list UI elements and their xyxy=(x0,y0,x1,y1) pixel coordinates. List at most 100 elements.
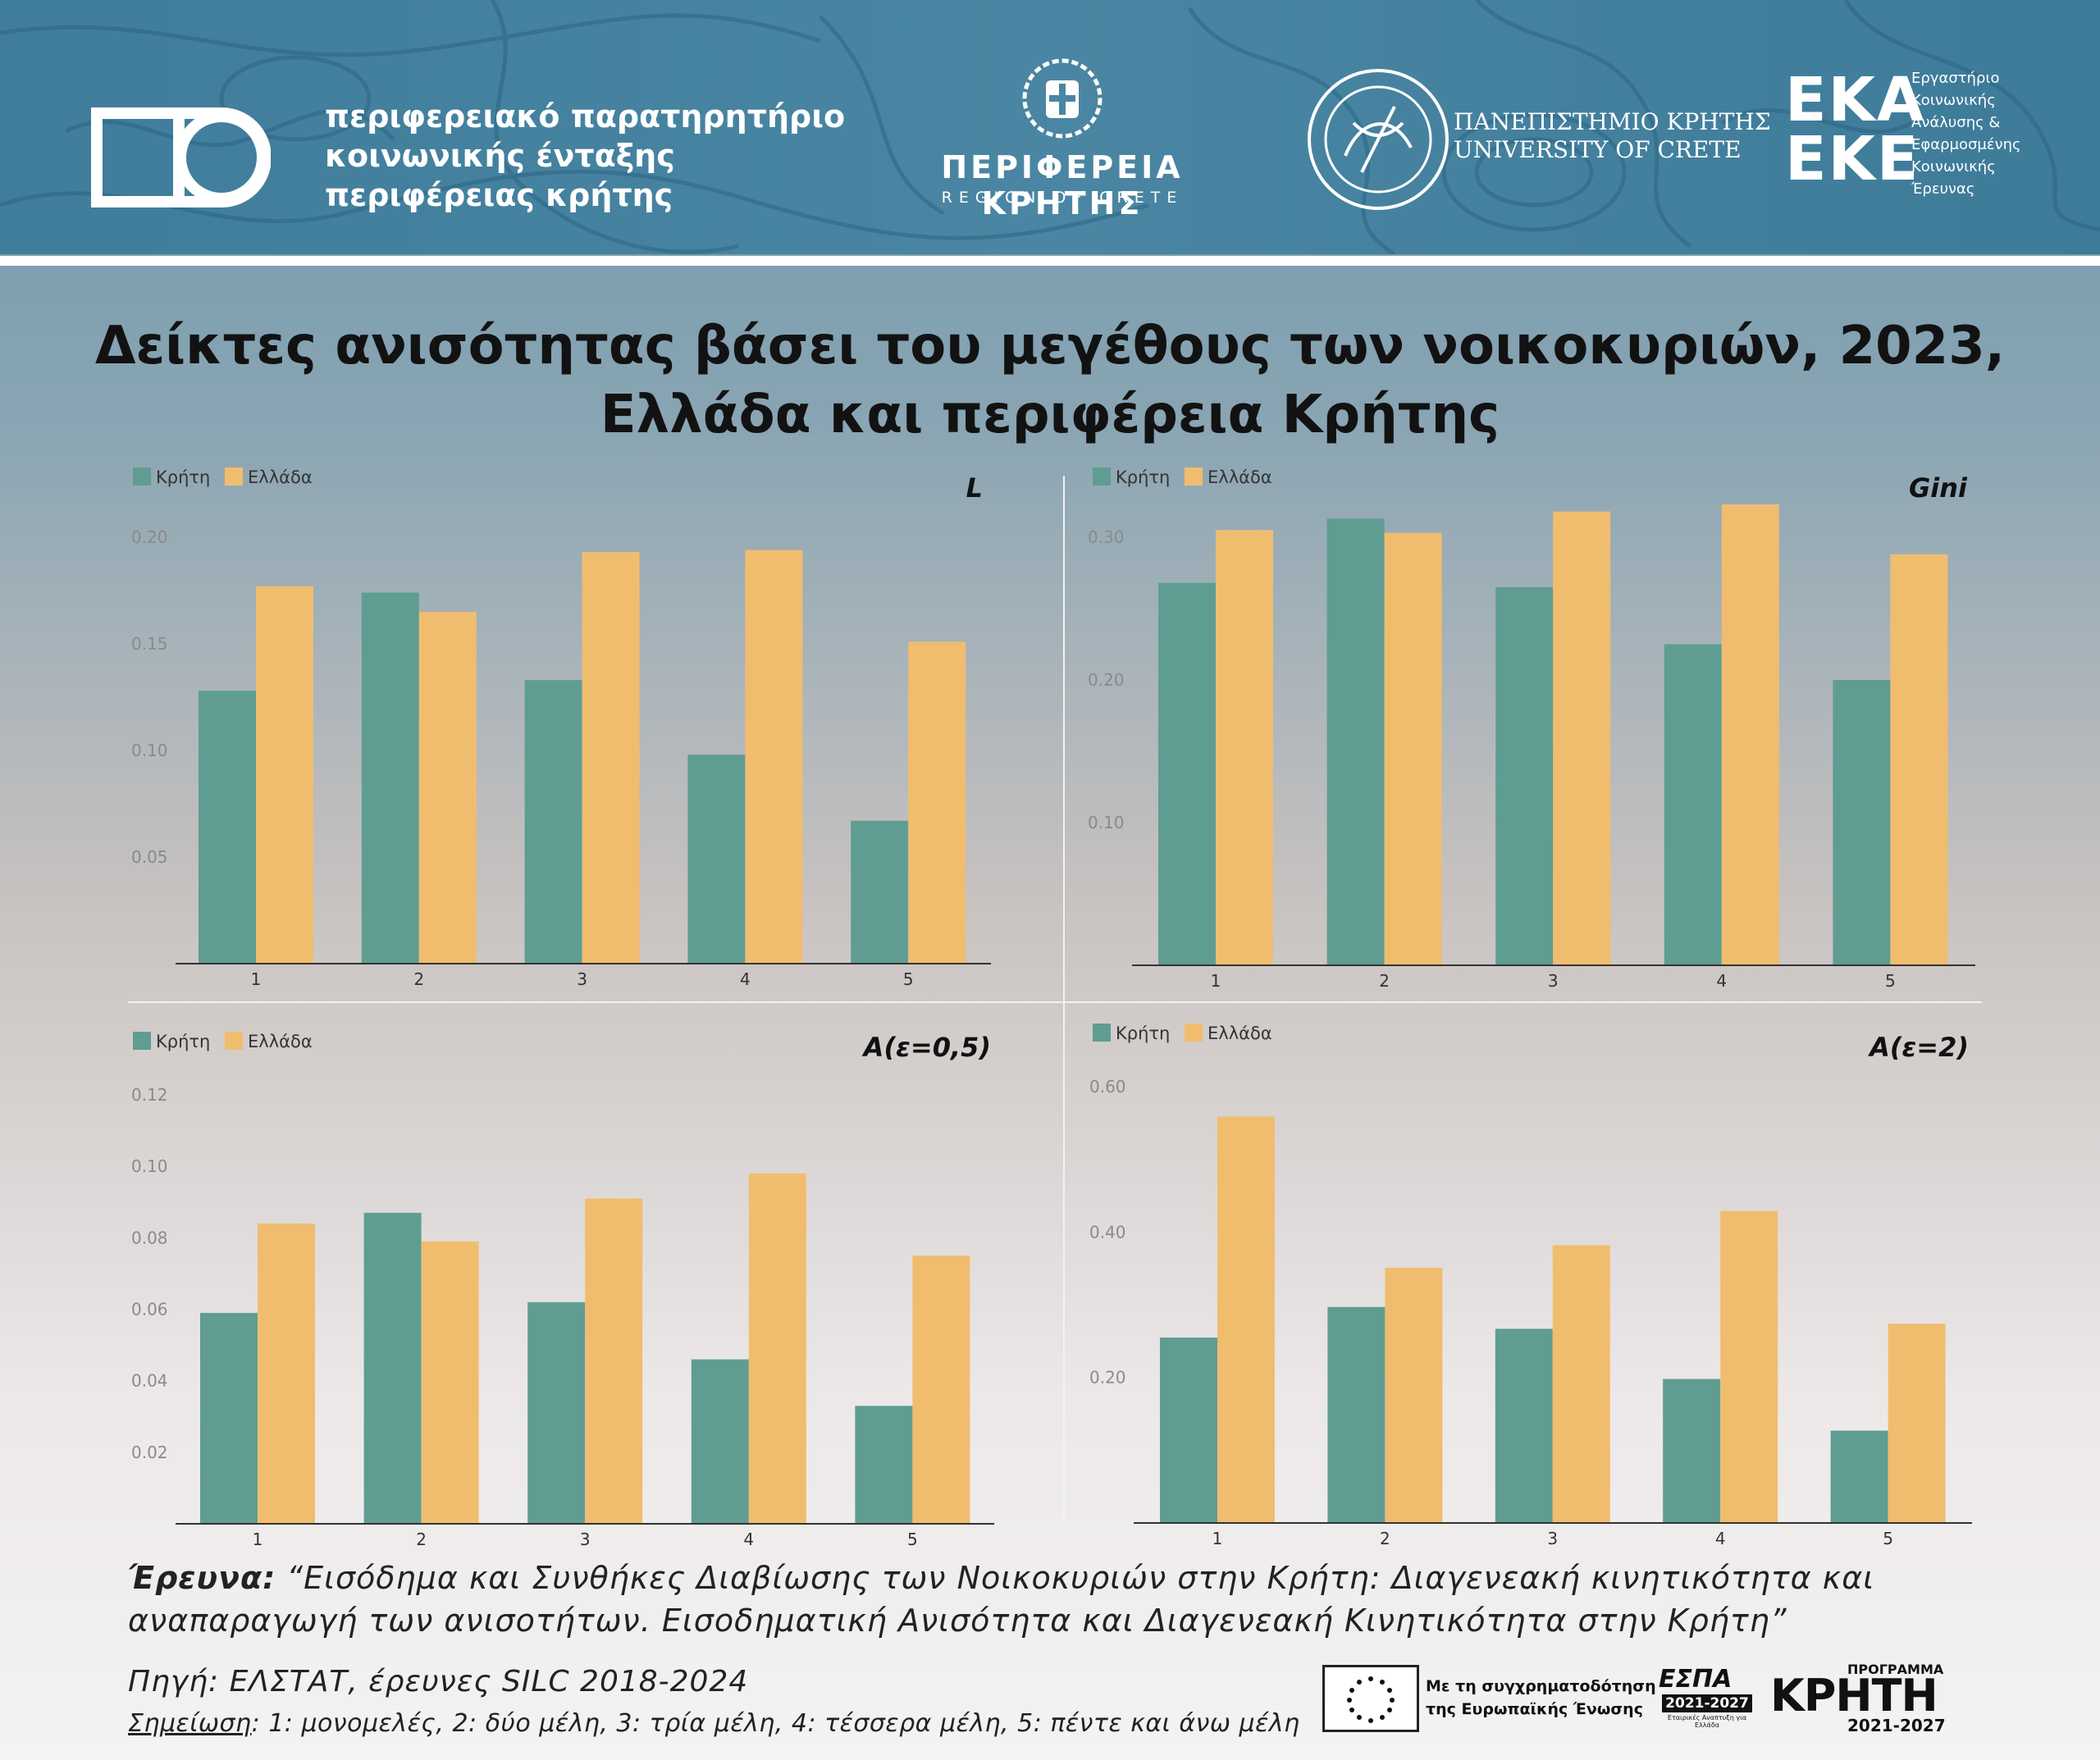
university-name-gr: ΠΑΝΕΠΙΣΤΗΜΙΟ ΚΡΗΤΗΣ xyxy=(1454,108,1771,135)
x-tick-label: 3 xyxy=(577,969,587,989)
bar-crete xyxy=(1495,1329,1553,1523)
bar-greece xyxy=(1721,504,1779,965)
bar-greece xyxy=(748,1173,806,1524)
x-tick-label: 3 xyxy=(580,1530,591,1549)
bar-crete xyxy=(1664,644,1722,965)
legend-label: Ελλάδα xyxy=(1208,1024,1272,1043)
chart-title: L xyxy=(966,472,983,504)
bar-crete xyxy=(524,680,582,964)
x-tick-label: 2 xyxy=(1380,1529,1390,1548)
x-tick-label: 3 xyxy=(1547,1529,1558,1548)
legend-swatch-greece xyxy=(225,1032,243,1050)
bar-crete xyxy=(1663,1379,1721,1523)
ekaeke-description-line: Εφαρμοσμένης xyxy=(1911,136,2021,153)
bar-greece xyxy=(912,1256,970,1524)
ekaeke-description-line: Κοινωνικής xyxy=(1911,158,1996,176)
y-tick-label: 0.08 xyxy=(131,1228,168,1247)
bar-greece xyxy=(258,1223,315,1524)
bar-crete xyxy=(527,1302,586,1524)
y-tick-label: 0.20 xyxy=(1089,1368,1126,1388)
bar-greece xyxy=(745,549,803,964)
bar-crete xyxy=(361,592,419,964)
title-line-1: Δείκτες ανισότητας βάσει του μεγέθους τω… xyxy=(94,316,2006,376)
note-body: : 1: μονομελές, 2: δύο μέλη, 3: τρία μέλ… xyxy=(251,1709,1300,1738)
bar-crete xyxy=(1833,680,1891,965)
bar-greece xyxy=(1890,554,1948,965)
x-tick-label: 4 xyxy=(740,969,751,989)
legend-label: Ελλάδα xyxy=(1208,467,1272,487)
x-tick-label: 2 xyxy=(1379,971,1390,991)
bar-greece xyxy=(1720,1211,1778,1523)
chart-divider-horizontal xyxy=(128,1001,1982,1003)
y-tick-label: 0.20 xyxy=(131,527,168,547)
legend-swatch-crete xyxy=(133,1032,151,1050)
y-tick-label: 0.02 xyxy=(131,1443,168,1462)
programme-name: ΚΡΗΤΗ xyxy=(1770,1670,1938,1721)
espa-years: 2021-2027 xyxy=(1662,1694,1752,1712)
bar-greece xyxy=(1217,1116,1275,1523)
bar-crete xyxy=(199,691,256,964)
chart-title: Gini xyxy=(1909,472,1968,504)
page-title: Δείκτες ανισότητας βάσει του μεγέθους τω… xyxy=(0,312,2100,449)
ekaeke-description: Εργαστήριο Κοινωνικής Ανάλυσης & Εφαρμοσμέν… xyxy=(1911,67,2021,200)
y-tick-label: 0.10 xyxy=(131,1156,168,1176)
legend-label: Κρήτη xyxy=(1116,1024,1170,1043)
x-tick-label: 4 xyxy=(743,1530,754,1549)
legend-label: Κρήτη xyxy=(156,1032,210,1051)
ekaeke-logo-line-2: ΕΚΕ xyxy=(1785,124,1920,194)
legend-swatch-crete xyxy=(1093,467,1111,486)
ekaeke-description-line: Έρευνας xyxy=(1911,180,1975,198)
chart-divider-vertical xyxy=(1063,476,1065,1525)
note-label: Σημείωση xyxy=(128,1709,252,1738)
eu-cofunding-line-1: Με τη συγχρηματοδότηση xyxy=(1426,1677,1656,1695)
y-tick-label: 0.40 xyxy=(1089,1222,1126,1242)
bar-crete xyxy=(851,820,909,964)
y-tick-label: 0.20 xyxy=(1088,670,1125,690)
ekaeke-description-line: Ανάλυσης & xyxy=(1911,114,2001,131)
y-tick-label: 0.10 xyxy=(131,741,168,760)
chart-l: 0.05 0.10 0.15 0.20 1 2 3 4 5 Κρήτη Ελλάδα L xyxy=(131,467,991,989)
x-tick-label: 5 xyxy=(907,1530,918,1549)
y-tick-label: 0.06 xyxy=(131,1300,168,1320)
header-divider xyxy=(0,256,2100,266)
x-tick-label: 4 xyxy=(1715,1529,1726,1548)
header-banner: περιφερειακό παρατηρητήριο κοινωνικής έν… xyxy=(0,0,2100,254)
bar-crete xyxy=(1158,582,1216,965)
legend-swatch-crete xyxy=(1093,1024,1111,1042)
y-tick-label: 0.30 xyxy=(1088,527,1125,547)
eu-flag-icon xyxy=(1322,1665,1419,1732)
y-tick-label: 0.10 xyxy=(1088,813,1125,832)
x-tick-label: 4 xyxy=(1716,971,1727,991)
greek-emblem-icon xyxy=(1022,58,1102,139)
bar-greece xyxy=(1552,1245,1610,1523)
x-tick-label: 5 xyxy=(1883,1529,1893,1548)
ekaeke-description-line: Κοινωνικής xyxy=(1911,92,1996,109)
espa-subtitle: Εταιρικές Αναπτυξη για Ελλάδα xyxy=(1667,1714,1747,1729)
legend-swatch-greece xyxy=(1185,467,1203,486)
legend-label: Κρήτη xyxy=(156,467,210,487)
y-tick-label: 0.60 xyxy=(1089,1077,1126,1097)
bar-greece xyxy=(1216,530,1273,965)
bar-crete xyxy=(1326,518,1385,965)
ekaeke-logo-line-1: ΕΚΑ xyxy=(1785,65,1926,135)
y-tick-label: 0.15 xyxy=(131,634,168,654)
bar-greece xyxy=(1384,532,1442,965)
bar-crete xyxy=(1495,586,1554,965)
programme-label: ΠΡΟΓΡΑΜΜΑ xyxy=(1847,1662,1944,1677)
bar-greece xyxy=(421,1241,479,1524)
note-text: Σημείωση: 1: μονομελές, 2: δύο μέλη, 3: … xyxy=(128,1709,1300,1738)
y-tick-label: 0.12 xyxy=(131,1085,168,1105)
observatory-line-3: περιφέρειας κρήτης xyxy=(325,177,673,213)
ekaeke-description-line: Εργαστήριο xyxy=(1911,70,2000,87)
bar-crete xyxy=(687,755,746,964)
bar-greece xyxy=(582,552,640,964)
legend-label: Ελλάδα xyxy=(248,467,313,487)
research-label: Έρευνα: xyxy=(128,1560,276,1596)
espa-title: ΕΣΠΑ xyxy=(1659,1665,1732,1694)
bar-crete xyxy=(855,1406,913,1524)
bar-crete xyxy=(1327,1306,1386,1523)
y-tick-label: 0.04 xyxy=(131,1371,168,1391)
chart-atkinson-2: 0.20 0.40 0.60 1 2 3 4 5 Κρήτη Ελλάδα A(ε=2) xyxy=(1089,1024,1972,1548)
bar-crete xyxy=(1160,1337,1217,1523)
bar-greece xyxy=(1553,511,1611,965)
